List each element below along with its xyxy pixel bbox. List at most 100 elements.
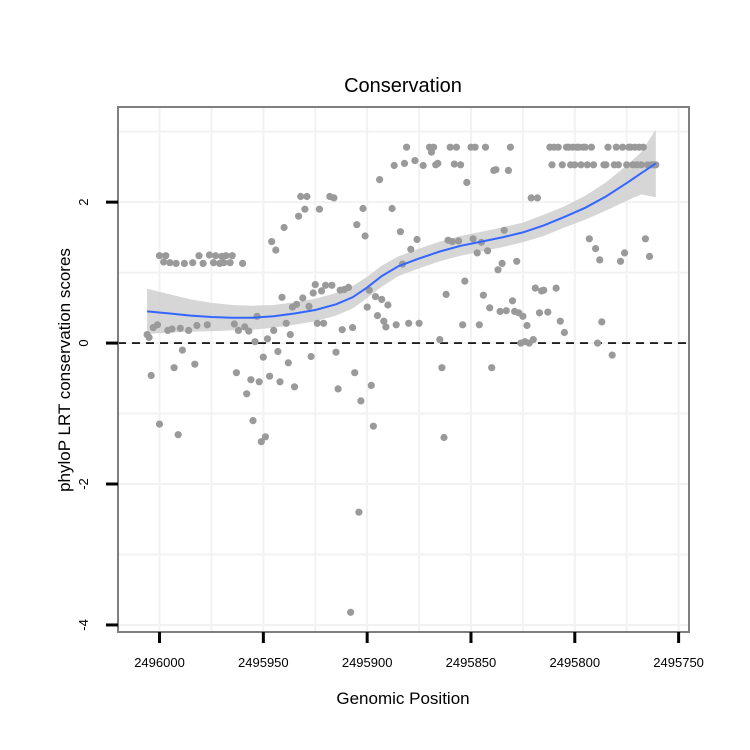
data-point	[334, 385, 342, 393]
data-point	[307, 352, 315, 361]
data-point	[303, 192, 311, 201]
data-point	[405, 319, 413, 327]
data-point	[259, 353, 267, 361]
data-point	[382, 323, 390, 331]
data-point	[596, 256, 604, 264]
data-points	[143, 143, 660, 616]
data-point	[320, 319, 328, 327]
x-tick-label: 2495950	[238, 655, 289, 670]
data-point	[544, 308, 552, 316]
data-point	[162, 252, 170, 260]
data-point	[357, 397, 365, 405]
data-point	[581, 143, 589, 151]
y-tick-label: -2	[76, 478, 91, 490]
data-point	[513, 257, 521, 265]
data-point	[332, 348, 340, 356]
data-point	[430, 143, 438, 151]
data-point	[577, 161, 585, 169]
data-point	[170, 364, 178, 372]
data-point	[450, 160, 458, 168]
x-tick-label: 2496000	[134, 655, 185, 670]
data-point	[359, 204, 367, 213]
data-point	[355, 508, 363, 516]
data-point	[268, 238, 276, 246]
data-point	[504, 166, 512, 174]
data-point	[180, 259, 188, 267]
data-point	[548, 161, 556, 169]
data-point	[614, 161, 623, 169]
data-point	[616, 257, 625, 265]
data-point	[153, 321, 162, 329]
data-point	[508, 297, 517, 305]
data-point	[469, 235, 477, 243]
data-point	[529, 336, 537, 344]
data-point	[226, 259, 234, 267]
x-tick-label: 2495750	[653, 655, 704, 670]
data-point	[554, 143, 562, 151]
data-point	[378, 295, 386, 303]
data-point	[473, 249, 481, 257]
x-tick-label: 2495850	[446, 655, 497, 670]
data-point	[344, 283, 353, 291]
data-point	[199, 259, 207, 267]
data-point	[479, 291, 487, 299]
data-point	[496, 307, 504, 315]
data-point	[247, 376, 255, 384]
data-point	[193, 321, 201, 330]
data-point	[571, 161, 579, 169]
data-point	[243, 390, 251, 398]
data-point	[317, 287, 326, 295]
data-point	[436, 336, 444, 344]
data-point	[272, 246, 280, 254]
data-point	[367, 381, 375, 389]
data-point	[330, 194, 338, 202]
data-point	[442, 290, 450, 298]
data-point	[623, 161, 631, 169]
data-point	[245, 327, 253, 335]
data-point	[527, 194, 535, 202]
plot-border	[117, 106, 690, 633]
data-point	[282, 319, 290, 327]
data-point	[297, 192, 305, 201]
data-point	[205, 251, 213, 259]
data-point	[311, 281, 319, 289]
data-point	[438, 364, 446, 372]
data-point	[155, 252, 164, 260]
data-point	[390, 161, 398, 170]
data-point	[212, 252, 220, 260]
data-point	[448, 238, 456, 246]
data-point	[400, 159, 409, 167]
y-tick-label: -4	[76, 619, 91, 631]
data-point	[349, 324, 357, 332]
x-axis-label: Genomic Position	[336, 689, 469, 708]
data-point	[293, 300, 301, 308]
data-point	[446, 143, 454, 151]
data-point	[589, 161, 598, 169]
y-axis-ticks: -4 -2 0 2	[76, 199, 118, 631]
data-point	[209, 259, 218, 267]
y-axis-label: phyloP LRT conservation scores	[55, 248, 74, 492]
data-point	[228, 252, 236, 260]
data-point	[278, 293, 286, 301]
data-point	[322, 281, 330, 289]
smooth-trend-line	[147, 162, 657, 319]
data-point	[461, 277, 469, 285]
data-point	[203, 321, 211, 329]
data-point	[305, 302, 313, 310]
data-point	[413, 235, 421, 244]
data-point	[195, 252, 203, 260]
data-point	[251, 338, 259, 346]
data-point	[222, 252, 230, 260]
data-point	[434, 159, 442, 167]
data-point	[639, 143, 647, 151]
data-point	[220, 259, 228, 267]
data-point	[463, 178, 471, 186]
x-axis-ticks: 2496000 2495950 2495900 2495850 2495800 24957…	[134, 632, 704, 670]
data-point	[612, 143, 620, 151]
data-point	[176, 324, 184, 332]
data-point	[189, 259, 197, 267]
data-point	[396, 228, 404, 236]
data-point	[270, 326, 278, 334]
data-point	[174, 431, 182, 439]
data-point	[309, 289, 317, 297]
